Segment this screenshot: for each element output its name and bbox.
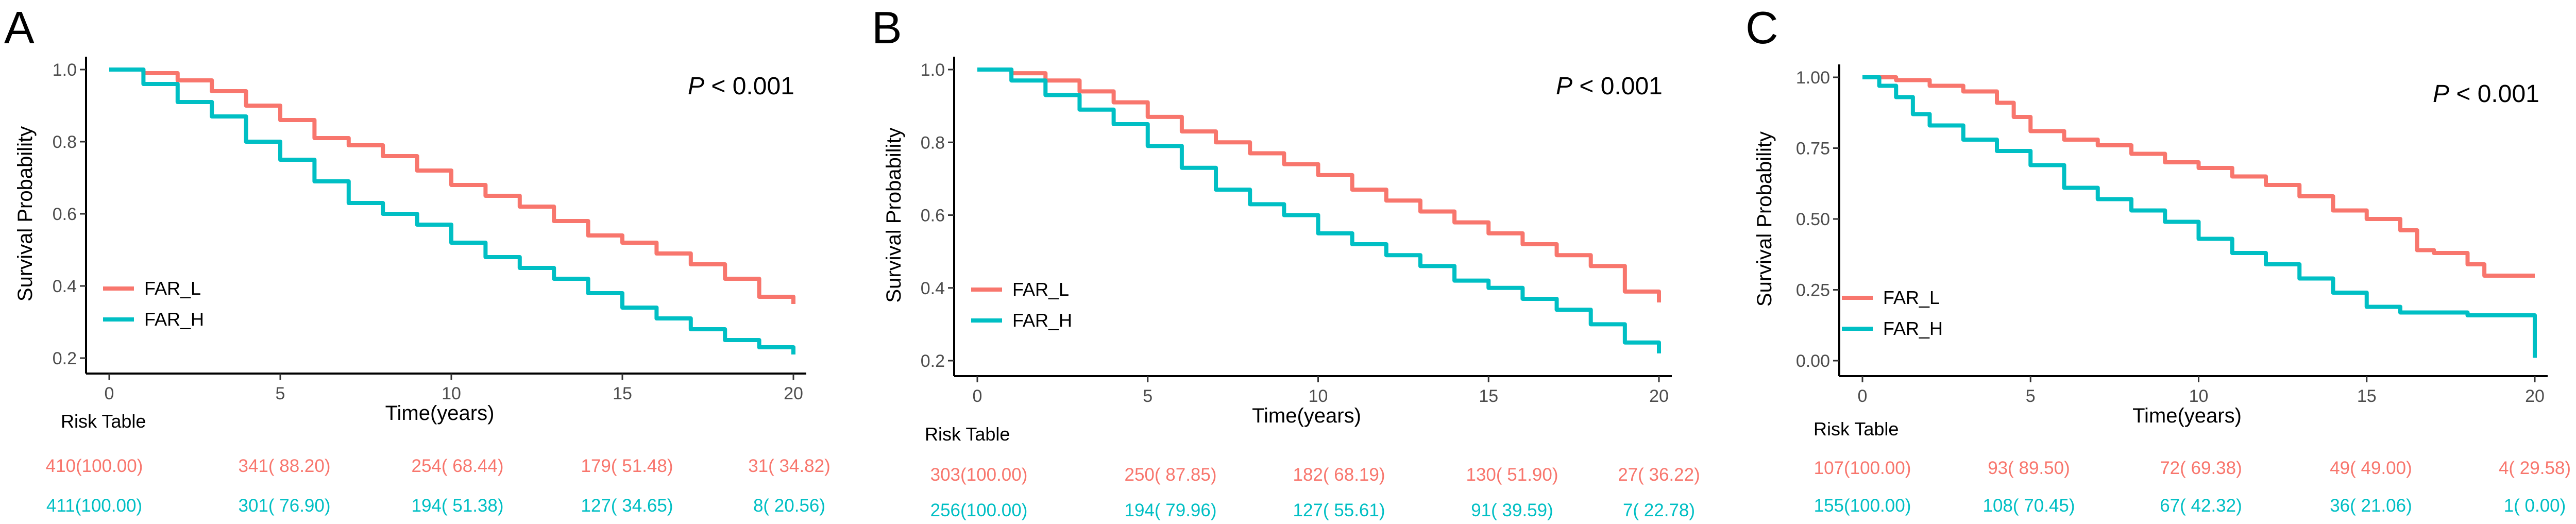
y-tick-label: 0.6 — [921, 206, 945, 226]
panel-a: A 0.2 0.4 0.6 0.8 1.0 0 5 10 15 20 Time(years) Survi… — [4, 2, 831, 516]
x-tick-label: 10 — [442, 384, 461, 403]
x-tick-label: 20 — [2525, 386, 2545, 406]
y-tick-label: 0.2 — [921, 351, 945, 371]
risk-table-title: Risk Table — [61, 411, 146, 432]
risk-cell-far-h: 91( 39.59) — [1471, 500, 1553, 520]
legend-label-far-l: FAR_L — [1883, 287, 1940, 308]
risk-cell-far-h: 127( 34.65) — [581, 496, 673, 516]
panel-b: B 0.2 0.4 0.6 0.8 1.0 0 5 10 15 20 Time(years) Survi… — [872, 2, 1700, 520]
p-value-annotation: P < 0.001 — [1556, 73, 1663, 100]
risk-cell-far-l: 49( 49.00) — [2330, 458, 2412, 478]
x-tick-label: 20 — [1649, 386, 1669, 406]
legend-label-far-l: FAR_L — [144, 278, 201, 299]
risk-cell-far-h: 194( 51.38) — [411, 496, 503, 516]
risk-cell-far-l: 72( 69.38) — [2160, 458, 2242, 478]
y-axis-title: Survival Probability — [883, 127, 905, 302]
legend-label-far-h: FAR_H — [144, 309, 204, 330]
legend-label-far-l: FAR_L — [1012, 279, 1069, 300]
y-tick-label: 0.00 — [1796, 351, 1830, 371]
risk-cell-far-h: 8( 20.56) — [753, 496, 825, 516]
y-tick-label: 1.0 — [53, 60, 77, 80]
y-tick-label: 1.0 — [921, 60, 945, 80]
risk-cell-far-l: 254( 68.44) — [411, 456, 503, 476]
risk-cell-far-h: 108( 70.45) — [1982, 496, 2075, 516]
risk-cell-far-l: 107(100.00) — [1814, 458, 1911, 478]
risk-cell-far-l: 303(100.00) — [930, 465, 1028, 485]
risk-cell-far-l: 4( 29.58) — [2499, 458, 2571, 478]
risk-cell-far-h: 301( 76.90) — [238, 496, 330, 516]
x-axis-title: Time(years) — [385, 402, 495, 425]
panel-letter: A — [4, 2, 35, 53]
risk-cell-far-h: 256(100.00) — [930, 500, 1028, 520]
risk-cell-far-l: 182( 68.19) — [1293, 465, 1385, 485]
x-axis-title: Time(years) — [1252, 404, 1361, 427]
curve-far-h — [977, 67, 1661, 353]
panel-letter: C — [1745, 2, 1778, 53]
risk-cell-far-l: 341( 88.20) — [238, 456, 330, 476]
risk-table-title: Risk Table — [925, 424, 1010, 445]
curve-far-h — [109, 67, 795, 354]
risk-cell-far-l: 27( 36.22) — [1618, 465, 1700, 485]
risk-cell-far-l: 410(100.00) — [46, 456, 143, 476]
legend-label-far-h: FAR_H — [1883, 318, 1943, 339]
y-tick-label: 0.8 — [53, 132, 77, 152]
curve-far-l — [109, 67, 795, 304]
x-tick-label: 10 — [1309, 386, 1328, 406]
risk-cell-far-h: 155(100.00) — [1814, 496, 1911, 516]
risk-cell-far-h: 67( 42.32) — [2160, 496, 2242, 516]
risk-cell-far-h: 194( 79.96) — [1124, 500, 1216, 520]
x-axis-title: Time(years) — [2132, 404, 2242, 427]
risk-table-title: Risk Table — [1814, 418, 1899, 440]
x-tick-label: 15 — [613, 384, 632, 403]
risk-cell-far-l: 31( 34.82) — [748, 456, 831, 476]
curve-far-l — [1862, 75, 2535, 278]
x-tick-label: 0 — [973, 386, 982, 406]
x-tick-label: 0 — [105, 384, 114, 403]
y-tick-label: 0.8 — [921, 133, 945, 153]
y-tick-label: 0.4 — [921, 279, 945, 298]
legend-label-far-h: FAR_H — [1012, 310, 1072, 331]
y-tick-label: 0.6 — [53, 205, 77, 224]
risk-cell-far-h: 36( 21.06) — [2330, 496, 2412, 516]
risk-cell-far-l: 130( 51.90) — [1466, 465, 1558, 485]
risk-cell-far-h: 411(100.00) — [46, 496, 142, 516]
y-tick-label: 1.00 — [1796, 68, 1830, 88]
risk-cell-far-h: 127( 55.61) — [1293, 500, 1385, 520]
x-tick-label: 10 — [2189, 386, 2209, 406]
risk-cell-far-l: 250( 87.85) — [1124, 465, 1216, 485]
x-tick-label: 5 — [2026, 386, 2036, 406]
y-tick-label: 0.50 — [1796, 210, 1830, 229]
p-value-annotation: P < 0.001 — [688, 73, 794, 100]
x-tick-label: 5 — [276, 384, 285, 403]
curve-far-h — [1862, 75, 2537, 358]
y-axis-title: Survival Probability — [14, 126, 37, 301]
risk-cell-far-l: 93( 89.50) — [1988, 458, 2070, 478]
y-tick-label: 0.2 — [53, 349, 77, 368]
x-tick-label: 15 — [2357, 386, 2377, 406]
x-tick-label: 15 — [1479, 386, 1498, 406]
x-tick-label: 20 — [784, 384, 803, 403]
curve-far-l — [977, 67, 1661, 302]
panel-c: C 0.00 0.25 0.50 0.75 1.00 0 5 10 15 20 Time(years)… — [1745, 2, 2571, 516]
x-tick-label: 0 — [1858, 386, 1868, 406]
y-axis-title: Survival Probability — [1753, 131, 1776, 307]
y-tick-label: 0.75 — [1796, 139, 1830, 159]
y-tick-label: 0.4 — [53, 277, 77, 296]
panel-letter: B — [872, 2, 902, 53]
p-value-annotation: P < 0.001 — [2433, 80, 2539, 108]
risk-cell-far-h: 1( 0.00) — [2504, 496, 2566, 516]
risk-cell-far-h: 7( 22.78) — [1623, 500, 1695, 520]
risk-cell-far-l: 179( 51.48) — [581, 456, 673, 476]
y-tick-label: 0.25 — [1796, 281, 1830, 300]
x-tick-label: 5 — [1143, 386, 1153, 406]
